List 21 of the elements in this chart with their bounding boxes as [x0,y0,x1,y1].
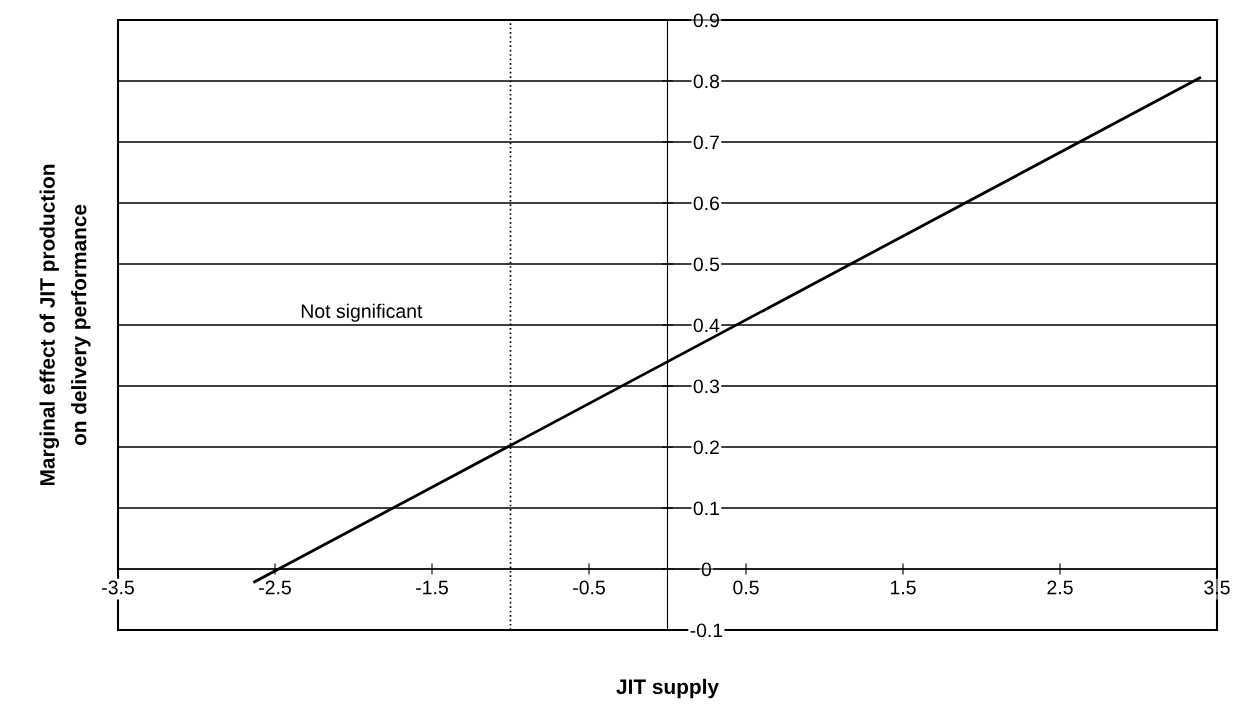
x-tick-label: 0.5 [733,580,759,595]
x-tick-label: -1.5 [416,580,448,595]
y-tick-label: 0.2 [693,440,719,455]
x-axis-title: JIT supply [616,678,719,699]
y-axis-title: Marginal effect of JIT production on delivery performance [39,164,91,486]
y-tick-label: 0.3 [693,379,720,394]
x-tick-label: -2.5 [259,580,291,595]
x-tick-label: -0.5 [573,580,605,595]
x-tick-label: 1.5 [890,580,916,595]
x-tick-label: -3.5 [102,580,134,595]
y-tick-label: 0.4 [693,318,720,333]
y-tick-label: 0.1 [693,501,719,516]
y-tick-label: 0.6 [693,196,720,211]
annotation: Not significant [301,303,423,322]
y-tick-label: 0.8 [693,74,720,89]
y-tick-label: 0.9 [693,13,719,28]
y-tick-label: 0 [701,562,712,577]
y-tick-label: 0.7 [693,135,719,150]
x-tick-label: 2.5 [1047,580,1073,595]
y-tick-label: 0.5 [693,257,720,272]
y-tick-label: -0.1 [690,623,723,638]
